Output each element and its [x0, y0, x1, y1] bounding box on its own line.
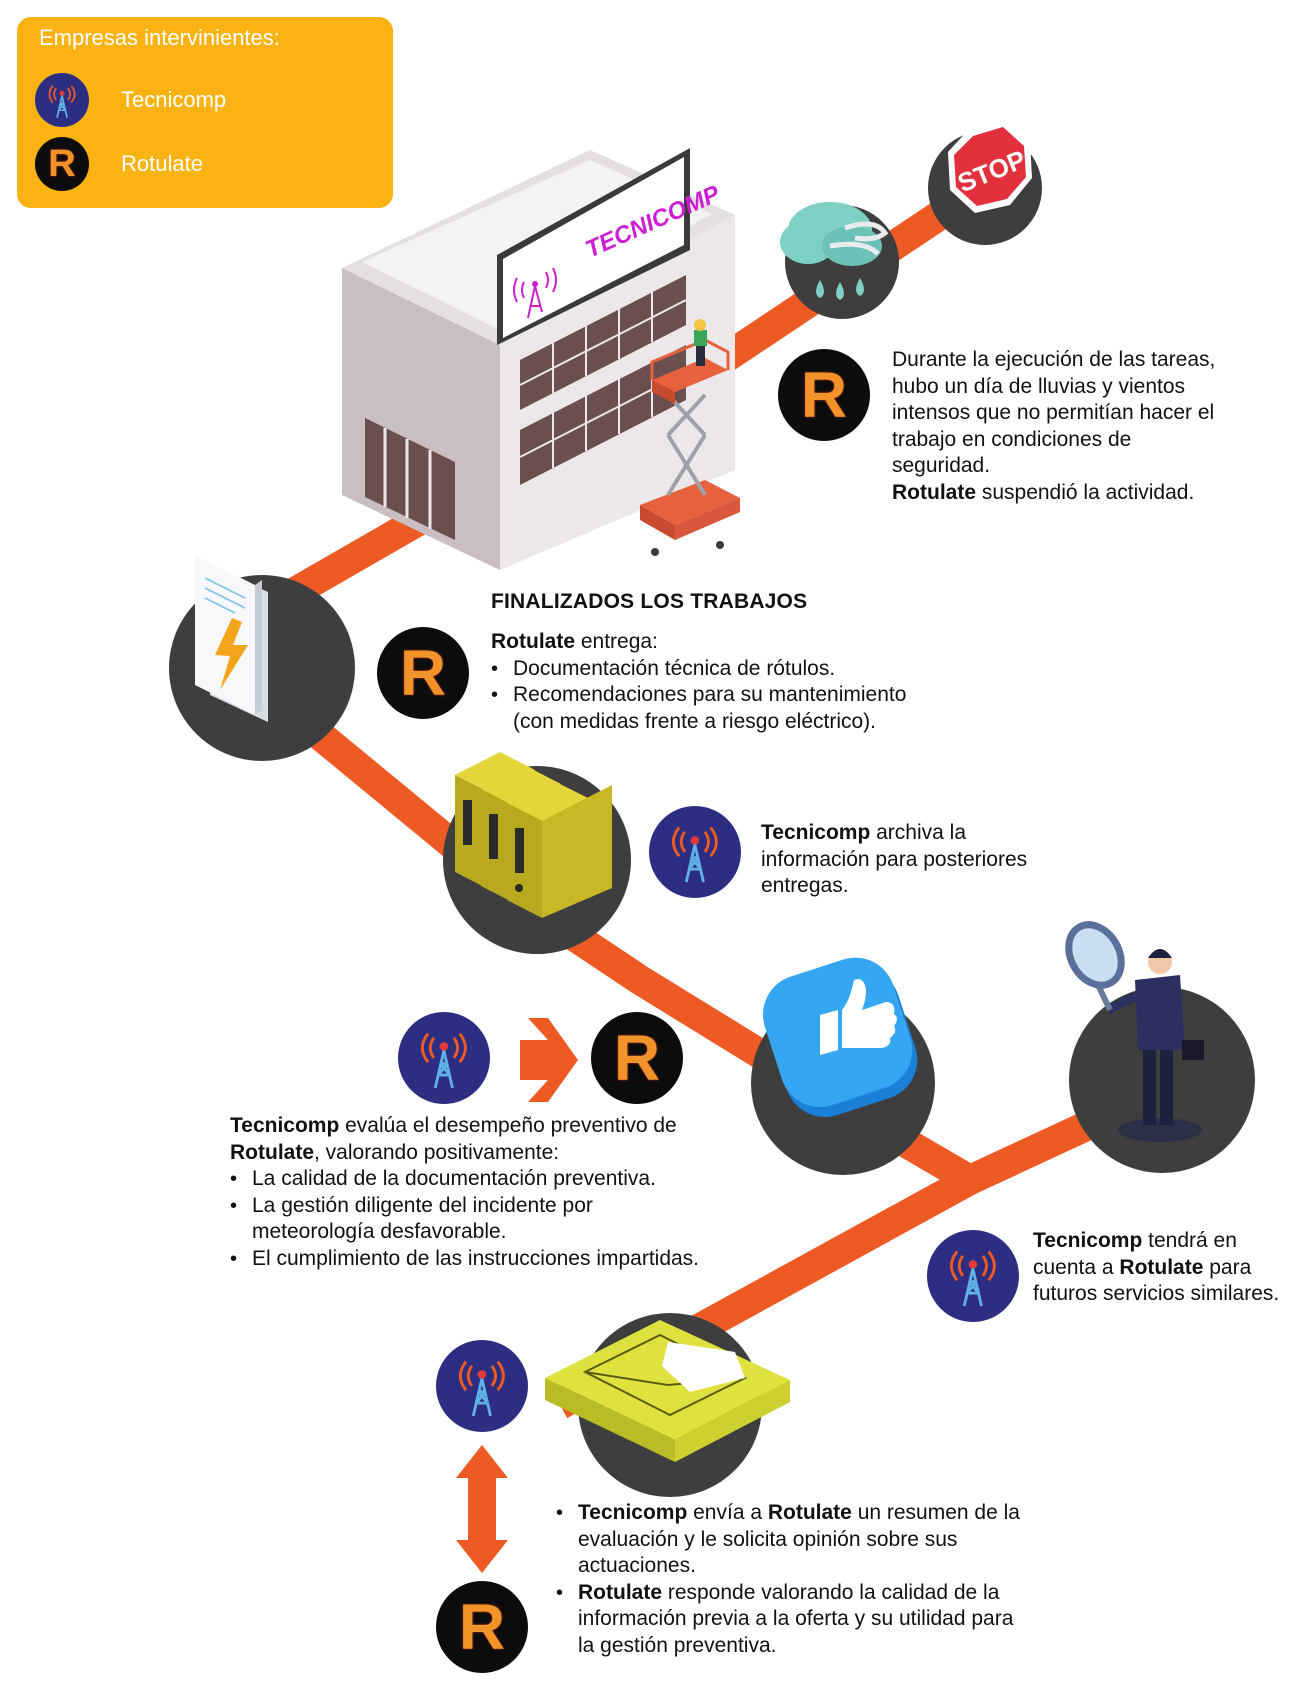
rotulate-logo-icon: R — [377, 627, 469, 719]
envelope-icon — [545, 1320, 790, 1462]
tecnicomp-logo-icon — [436, 1340, 528, 1432]
stop-sign-icon: STOP — [948, 118, 1032, 213]
tecnicomp-logo-icon — [35, 73, 89, 127]
tecnicomp-logo-icon — [649, 806, 741, 898]
legend-item-label: Tecnicomp — [121, 87, 227, 112]
scissor-lift-illustration — [640, 319, 740, 556]
rotulate-logo-icon: R — [591, 1012, 683, 1104]
legend-item-rotulate: R Rotulate — [35, 137, 203, 191]
legend-title: Empresas intervinientes: — [39, 25, 280, 50]
future-services-text: Tecnicomp tendrá en cuenta a Rotulate pa… — [1033, 1229, 1280, 1305]
weather-incident-text: Durante la ejecución de las tareas, hubo… — [892, 348, 1216, 504]
inspector-figure-icon — [1065, 921, 1204, 1142]
legend-box: Empresas intervinientes: Tecnicomp R Rot… — [17, 17, 393, 208]
rotulate-logo-icon: R — [778, 349, 870, 441]
arrow-updown-icon — [456, 1445, 508, 1573]
legend-item-label: Rotulate — [121, 151, 203, 176]
rotulate-logo-icon: R — [436, 1581, 528, 1673]
rotulate-logo-icon: R — [35, 137, 89, 191]
documents-icon — [195, 555, 268, 722]
feedback-text: Tecnicomp envía a Rotulate un resumen de… — [556, 1500, 1116, 1659]
evaluation-text: Tecnicomp evalúa el desempeño preventivo… — [230, 1113, 750, 1272]
tecnicomp-logo-icon — [927, 1230, 1019, 1322]
binders-icon — [455, 752, 612, 918]
finish-heading: FINALIZADOS LOS TRABAJOS — [491, 590, 808, 613]
archive-text: Tecnicomp archiva la información para po… — [761, 821, 1028, 897]
arrow-right-icon — [520, 1018, 578, 1102]
thumbs-up-icon — [762, 957, 918, 1117]
tecnicomp-logo-icon — [398, 1012, 490, 1104]
legend-item-tecnicomp: Tecnicomp — [35, 73, 226, 127]
finish-text: Rotulate entrega: Documentación técnica … — [491, 629, 961, 735]
storm-cloud-icon — [780, 202, 889, 300]
